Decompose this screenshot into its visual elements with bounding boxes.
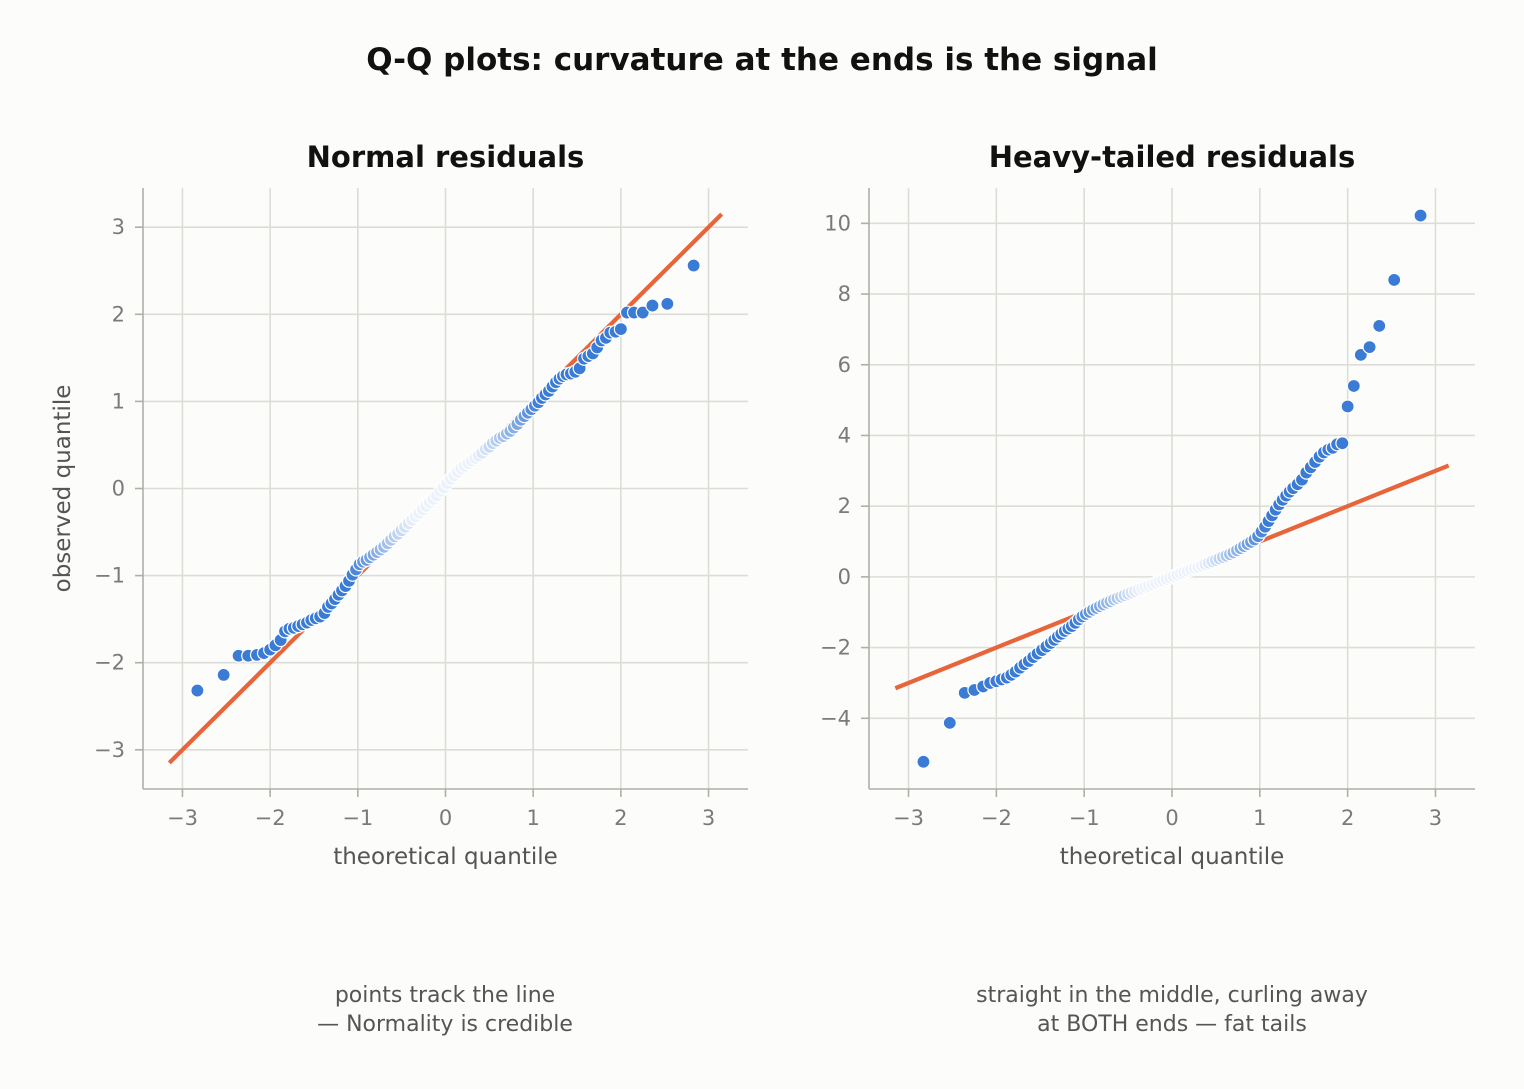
data-points: [190, 258, 701, 698]
y-tick-label: 2: [838, 494, 851, 518]
y-tick-label: 0: [112, 477, 125, 501]
x-tick-label: −2: [981, 806, 1012, 830]
chart-title: Heavy-tailed residuals: [989, 140, 1356, 174]
caption-heavy-tailed: straight in the middle, curling away at …: [872, 981, 1472, 1039]
y-tick-label: −3: [94, 738, 125, 762]
y-tick-label: 4: [838, 423, 851, 447]
figure-title: Q-Q plots: curvature at the ends is the …: [366, 42, 1158, 78]
data-point: [635, 305, 650, 320]
caption-heavy-line2: at BOTH ends — fat tails: [1037, 1012, 1307, 1037]
x-tick-label: 1: [1253, 806, 1266, 830]
y-tick-label: 2: [112, 302, 125, 326]
data-point: [942, 715, 957, 730]
caption-normal-line1: points track the line: [334, 983, 556, 1008]
x-tick-label: 2: [1341, 806, 1354, 830]
y-tick-label: −4: [820, 706, 851, 730]
chart-title: Normal residuals: [307, 140, 585, 174]
y-tick-label: −2: [820, 636, 851, 660]
data-point: [1413, 208, 1428, 223]
data-point: [1353, 347, 1368, 362]
data-point: [686, 258, 701, 273]
x-axis-label: theoretical quantile: [333, 844, 558, 870]
x-tick-label: 0: [439, 806, 452, 830]
x-tick-label: 0: [1165, 806, 1178, 830]
data-points: [916, 208, 1428, 769]
data-point: [1346, 378, 1361, 394]
y-tick-label: 8: [838, 282, 851, 306]
data-point: [613, 322, 628, 337]
y-tick-label: −1: [94, 564, 125, 588]
grid-lines: [869, 188, 1475, 789]
y-tick-label: −2: [94, 651, 125, 675]
data-point: [916, 754, 931, 769]
data-point: [1362, 339, 1377, 355]
x-tick-label: 1: [526, 806, 539, 830]
data-point: [1340, 399, 1355, 414]
x-axis-label: theoretical quantile: [1060, 844, 1285, 870]
x-tick-label: 3: [1429, 806, 1442, 830]
data-point: [1372, 318, 1387, 333]
x-tick-label: −2: [255, 806, 286, 830]
data-point: [1387, 272, 1402, 288]
caption-normal-line2: — Normality is credible: [317, 1012, 573, 1037]
data-point: [1335, 436, 1350, 451]
data-point: [645, 298, 660, 313]
caption-heavy-line1: straight in the middle, curling away: [976, 983, 1368, 1008]
x-tick-label: −1: [342, 806, 373, 830]
y-axis-label: observed quantile: [50, 385, 76, 593]
x-tick-label: 2: [614, 806, 627, 830]
y-tick-label: 3: [112, 215, 125, 239]
y-tick-label: 10: [824, 211, 851, 235]
y-tick-label: 1: [112, 389, 125, 413]
y-tick-label: 6: [838, 353, 851, 377]
data-point: [216, 667, 231, 682]
data-point: [190, 683, 205, 698]
x-tick-label: 3: [702, 806, 715, 830]
caption-normal: points track the line — Normality is cre…: [145, 981, 745, 1039]
x-tick-label: −3: [167, 806, 198, 830]
x-tick-label: −1: [1069, 806, 1100, 830]
x-tick-label: −3: [893, 806, 924, 830]
y-tick-label: 0: [838, 565, 851, 589]
data-point: [660, 296, 675, 311]
